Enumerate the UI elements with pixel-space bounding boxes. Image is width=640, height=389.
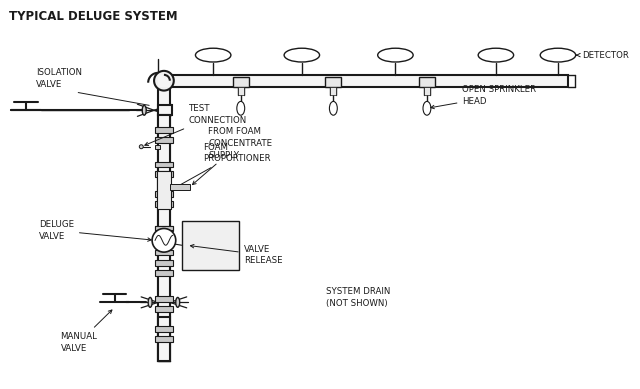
Circle shape bbox=[152, 228, 176, 252]
Bar bbox=[155, 260, 173, 266]
Ellipse shape bbox=[162, 105, 166, 115]
Ellipse shape bbox=[423, 102, 431, 115]
Bar bbox=[170, 184, 189, 190]
Bar bbox=[155, 306, 173, 312]
Text: SYSTEM DRAIN
(NOT SHOWN): SYSTEM DRAIN (NOT SHOWN) bbox=[326, 287, 391, 308]
Ellipse shape bbox=[540, 48, 576, 62]
Text: OPEN SPRINKLER
HEAD: OPEN SPRINKLER HEAD bbox=[431, 85, 536, 109]
Bar bbox=[158, 317, 170, 361]
Text: ISOLATION
VALVE: ISOLATION VALVE bbox=[36, 68, 82, 89]
Bar bbox=[158, 75, 170, 87]
Bar bbox=[155, 191, 173, 197]
Text: FOAM
PROPORTIONER: FOAM PROPORTIONER bbox=[174, 143, 271, 188]
Text: DETECTOR: DETECTOR bbox=[577, 51, 630, 60]
Bar bbox=[155, 336, 173, 342]
Ellipse shape bbox=[378, 48, 413, 62]
Bar bbox=[158, 105, 172, 115]
Bar bbox=[155, 270, 173, 276]
Ellipse shape bbox=[195, 48, 231, 62]
Bar bbox=[419, 77, 435, 87]
Bar bbox=[157, 171, 171, 209]
Bar bbox=[330, 87, 336, 95]
Bar bbox=[155, 127, 173, 133]
Ellipse shape bbox=[330, 102, 337, 115]
Bar bbox=[155, 326, 173, 332]
Bar bbox=[164, 75, 568, 87]
Circle shape bbox=[154, 71, 174, 91]
Bar bbox=[155, 235, 173, 241]
Bar bbox=[155, 145, 160, 149]
Text: FROM FOAM
CONCENTRATE
SUPPLY: FROM FOAM CONCENTRATE SUPPLY bbox=[193, 127, 273, 185]
Bar bbox=[155, 201, 173, 207]
Bar bbox=[158, 115, 170, 361]
Bar bbox=[155, 226, 173, 230]
Bar bbox=[182, 221, 239, 270]
Bar bbox=[238, 87, 244, 95]
Text: MANUAL
VALVE: MANUAL VALVE bbox=[61, 310, 112, 353]
Text: VALVE
RELEASE: VALVE RELEASE bbox=[191, 244, 282, 265]
Bar bbox=[155, 226, 173, 231]
Ellipse shape bbox=[142, 105, 146, 115]
Bar bbox=[424, 87, 430, 95]
Text: TEST
CONNECTION: TEST CONNECTION bbox=[145, 104, 247, 145]
Ellipse shape bbox=[176, 298, 180, 307]
Circle shape bbox=[140, 145, 143, 149]
Ellipse shape bbox=[478, 48, 514, 62]
Bar bbox=[155, 171, 173, 177]
Ellipse shape bbox=[148, 298, 152, 307]
Text: TYPICAL DELUGE SYSTEM: TYPICAL DELUGE SYSTEM bbox=[9, 10, 178, 23]
Bar bbox=[155, 296, 173, 302]
Bar bbox=[155, 137, 173, 143]
Text: DELUGE
VALVE: DELUGE VALVE bbox=[39, 220, 151, 241]
Bar bbox=[155, 250, 173, 255]
Bar bbox=[158, 81, 170, 361]
Bar bbox=[155, 161, 173, 167]
Bar bbox=[326, 77, 341, 87]
Ellipse shape bbox=[237, 102, 244, 115]
Bar bbox=[233, 77, 249, 87]
Ellipse shape bbox=[284, 48, 319, 62]
